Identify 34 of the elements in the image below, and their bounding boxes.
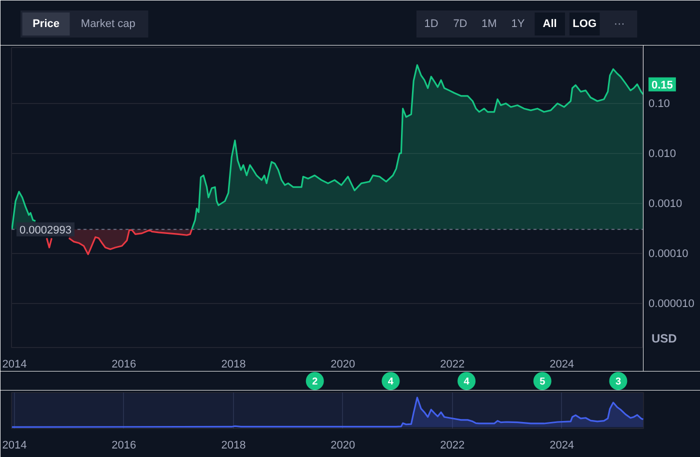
text: ··· [614,18,625,30]
text: LOG [572,18,597,30]
x-tick-label: 2018 [221,440,246,452]
y-tick-label: 0.0010 [648,198,682,210]
x-tick-label: 2014 [2,440,27,452]
text: 3 [615,376,622,388]
text: 7D [453,18,468,30]
y-tick-label: 0.000010 [648,298,694,310]
y-tick-label: 0.10 [648,98,670,110]
x-tick-label: 2024 [550,440,574,452]
text: All [542,18,557,30]
text: 2 [312,376,318,388]
x-tick-label: 2016 [112,358,136,370]
text: 4 [464,376,470,388]
ref-line-label: 0.0002993 [20,224,72,236]
text: 0.15 [652,79,673,92]
text: 1M [481,18,497,30]
y-axis-title: USD [652,332,678,346]
text: Market cap [80,18,136,30]
x-tick-label: 2024 [550,358,574,370]
x-tick-label: 2020 [330,358,356,370]
text: 1Y [511,18,526,30]
x-tick-label: 2014 [2,358,27,370]
text: 1D [424,18,438,30]
y-tick-label: 0.00010 [648,248,688,260]
x-tick-label: 2018 [221,358,246,370]
x-tick-label: 2022 [440,358,465,370]
text: Price [32,18,60,30]
x-tick-label: 2022 [440,440,465,452]
text: 4 [388,376,394,388]
text: 5 [540,376,546,388]
y-tick-label: 0.010 [648,148,676,160]
x-tick-label: 2016 [112,440,136,452]
x-tick-label: 2020 [330,440,356,452]
